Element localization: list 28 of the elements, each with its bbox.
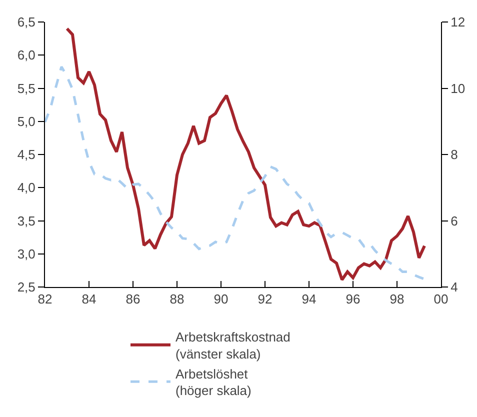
x-tick-label: 00: [434, 292, 448, 307]
y-tick-label: 5,0: [17, 114, 36, 129]
y-tick-label: 4,0: [17, 180, 36, 196]
x-tick-label: 82: [38, 292, 52, 307]
x-tick-label: 84: [82, 292, 96, 307]
y-tick-label: 6,5: [17, 14, 36, 30]
line-series: [66, 27, 426, 282]
x-tick-label: 90: [214, 292, 228, 307]
y2-tick-label: 4: [450, 280, 458, 295]
legend-label: Arbetskraftskostnad (vänster skala): [176, 329, 290, 362]
y-tick-label: 4,5: [17, 147, 36, 162]
x-tick-label: 88: [170, 292, 184, 307]
line-series: [45, 65, 426, 280]
x-tick-label: 86: [126, 292, 140, 307]
x-tick-label: 98: [390, 292, 404, 307]
legend-label: Arbetslöshet (höger skala): [176, 366, 252, 398]
y-tick-label: 5,5: [17, 80, 36, 96]
y2-tick-label: 6: [450, 213, 458, 228]
y2-tick-label: 12: [450, 14, 466, 30]
y-tick-label: 3,5: [17, 213, 36, 228]
y2-tick-label: 8: [450, 147, 458, 162]
y-tick-label: 6,0: [17, 48, 36, 63]
y-tick-label: 2,5: [17, 280, 36, 295]
y2-tick-label: 10: [450, 80, 466, 96]
x-tick-label: 94: [302, 292, 316, 307]
y-tick-label: 3,0: [17, 246, 36, 262]
x-tick-label: 92: [258, 292, 272, 307]
x-tick-label: 96: [346, 292, 360, 307]
